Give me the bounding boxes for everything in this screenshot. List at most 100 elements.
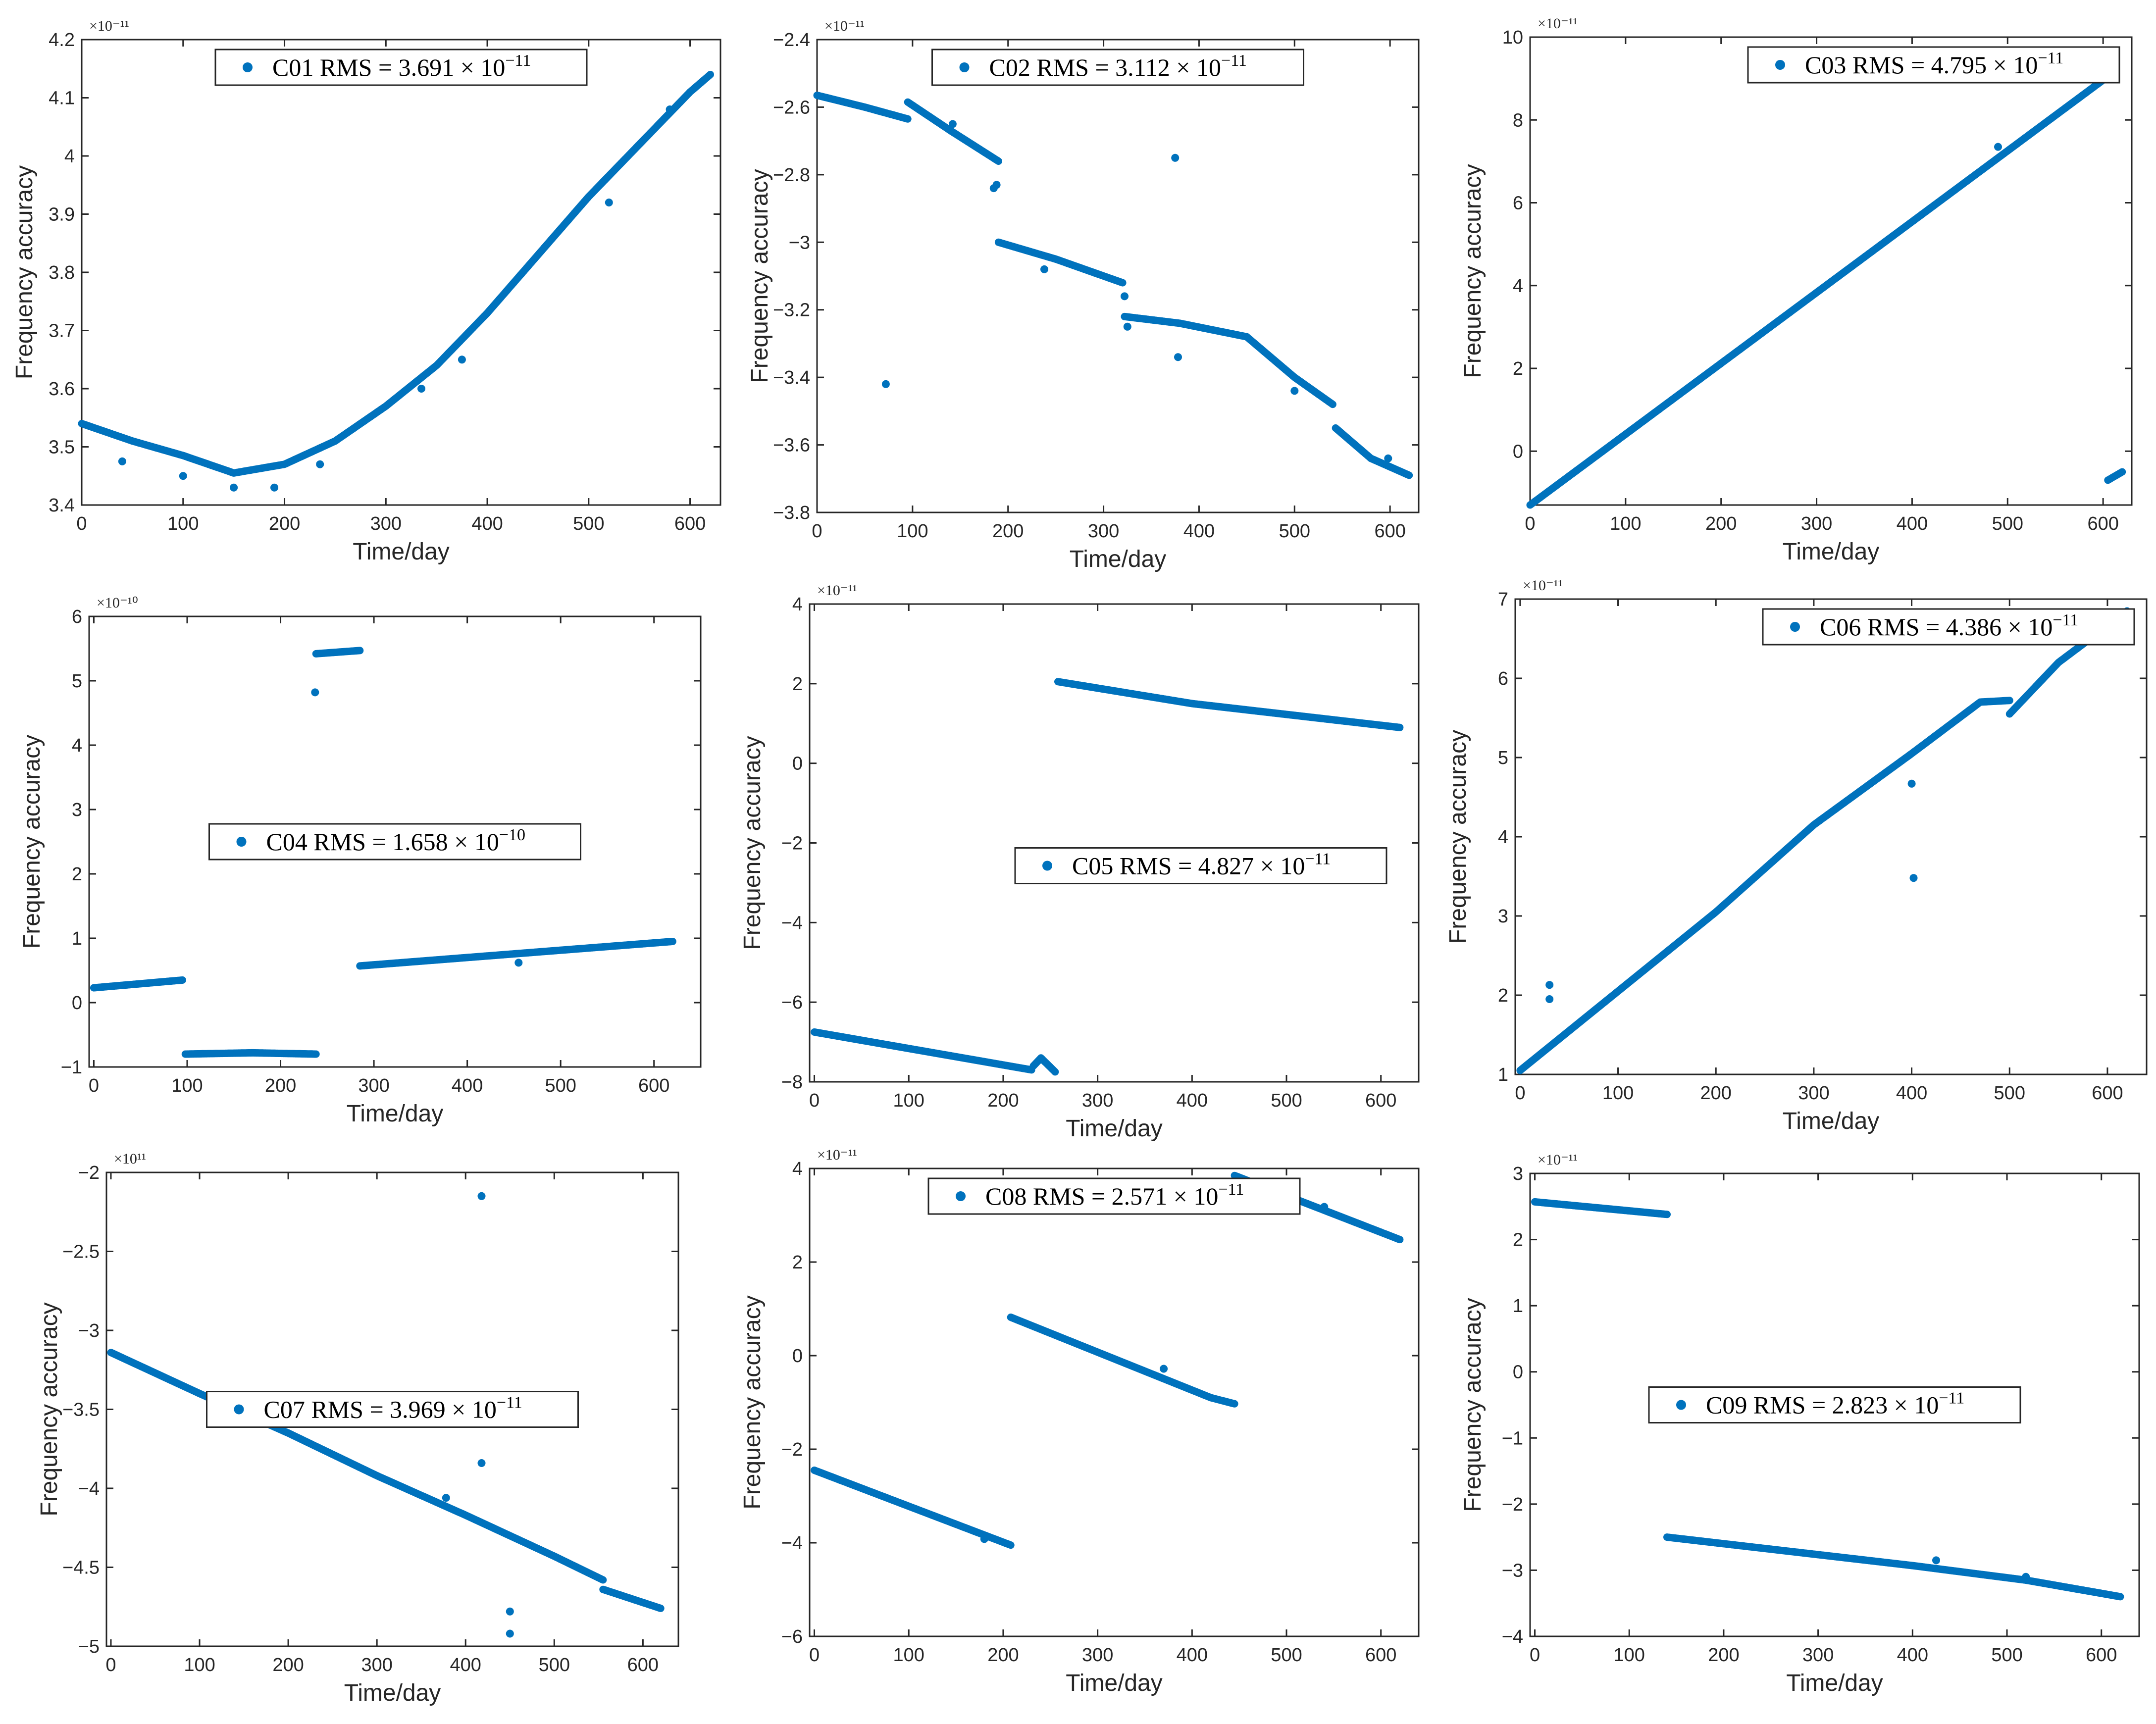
x-tick-label: 600	[2092, 1083, 2123, 1104]
x-tick-label: 100	[171, 1075, 203, 1096]
y-tick-label: 4	[64, 146, 75, 167]
data-point-outlier	[316, 460, 324, 468]
y-tick-label: 8	[1513, 110, 1523, 131]
x-tick-label: 300	[1801, 513, 1832, 534]
data-point-outlier	[1907, 779, 1916, 788]
y-tick-label: 3.9	[49, 204, 75, 225]
x-tick-label: 400	[1177, 1645, 1208, 1666]
axis-exponent: ×10⁻¹¹	[1523, 577, 1563, 594]
axis-exponent: ×10⁻¹¹	[89, 18, 129, 34]
y-tick-label: 6	[72, 607, 82, 627]
y-tick-label: 3.4	[49, 495, 75, 516]
data-point-outlier	[605, 199, 613, 206]
x-tick-label: 500	[1271, 1645, 1302, 1666]
y-tick-label: 0	[72, 993, 82, 1014]
x-tick-label: 600	[627, 1655, 659, 1675]
data-point-outlier	[230, 483, 238, 492]
axis-exponent: ×10⁻¹¹	[817, 582, 857, 599]
plot-area	[816, 39, 1420, 513]
x-tick-label: 0	[809, 1645, 820, 1666]
legend: C04 RMS = 1.658 × 10−10	[208, 823, 581, 861]
data-point-outlier	[992, 181, 1001, 189]
y-axis-label: Frequency accuracy	[747, 169, 773, 383]
x-tick-label: 0	[1515, 1083, 1525, 1104]
y-tick-label: −4.5	[62, 1558, 100, 1578]
y-tick-label: 5	[72, 671, 82, 692]
data-point-outlier	[1040, 265, 1048, 273]
x-tick-label: 100	[167, 513, 199, 534]
data-point-outlier	[1171, 153, 1180, 162]
y-tick-label: 1	[1498, 1065, 1508, 1085]
y-tick-label: −3.5	[62, 1400, 100, 1420]
legend-marker	[243, 62, 253, 72]
x-tick-label: 200	[987, 1090, 1019, 1111]
y-tick-label: 4	[792, 1159, 803, 1179]
legend: C03 RMS = 4.795 × 10−11	[1747, 46, 2120, 84]
y-tick-label: 5	[1498, 748, 1508, 768]
data-point-outlier	[477, 1192, 486, 1200]
data-point	[994, 157, 1002, 165]
x-tick-label: 500	[1279, 521, 1310, 542]
y-tick-label: −3	[78, 1320, 100, 1341]
y-tick-label: 6	[1513, 193, 1523, 214]
x-axis-label: Time/day	[1066, 1116, 1163, 1142]
y-tick-label: 4.2	[49, 30, 75, 51]
x-axis-label: Time/day	[1783, 539, 1880, 565]
x-tick-label: 300	[1082, 1090, 1113, 1111]
x-axis-label: Time/day	[353, 539, 450, 565]
x-tick-label: 0	[105, 1655, 116, 1675]
data-point	[1396, 723, 1404, 731]
y-tick-label: 3.8	[49, 262, 75, 283]
x-tick-label: 0	[89, 1075, 99, 1096]
data-point	[599, 1576, 607, 1584]
x-tick-label: 300	[358, 1075, 389, 1096]
x-tick-label: 100	[184, 1655, 215, 1675]
y-tick-label: −2.8	[773, 165, 810, 186]
chart-c02: 0 100 200 300 400 500 600−3.8−3.6−3.4−3.2−3−2.…	[747, 18, 1420, 572]
legend-label: C04 RMS = 1.658 × 10−10	[266, 826, 526, 856]
axis-exponent: ×10¹¹	[114, 1151, 146, 1167]
legend-label: C01 RMS = 3.691 × 10−11	[272, 51, 531, 81]
data-point	[2118, 468, 2126, 476]
legend-marker	[236, 837, 247, 847]
chart-c08: 0 100 200 300 400 500 600−6−4−2024×10⁻¹¹Time/d…	[739, 1147, 1420, 1696]
data-point-outlier	[311, 688, 319, 697]
y-tick-label: 3	[72, 800, 82, 820]
x-tick-label: 600	[674, 513, 706, 534]
x-tick-label: 100	[893, 1090, 924, 1111]
x-tick-label: 600	[638, 1075, 669, 1096]
x-axis-label: Time/day	[1783, 1108, 1880, 1134]
y-tick-label: 1	[72, 928, 82, 949]
axis-exponent: ×10⁻¹¹	[1538, 15, 1578, 32]
chart-c01: 0 100 200 300 400 500 6003.43.53.63.73.83.944.…	[11, 18, 721, 565]
x-axis-label: Time/day	[1066, 1670, 1163, 1696]
legend: C06 RMS = 4.386 × 10−11	[1762, 608, 2135, 646]
data-point	[904, 115, 912, 123]
data-point	[2005, 697, 2013, 705]
x-tick-label: 400	[1897, 513, 1928, 534]
y-tick-label: 4	[1513, 276, 1523, 297]
y-axis-label: Frequency accuracy	[739, 736, 766, 950]
data-point	[1051, 1068, 1059, 1076]
data-point-outlier	[948, 120, 957, 128]
y-tick-label: −1	[61, 1057, 82, 1078]
x-tick-label: 200	[265, 1075, 296, 1096]
y-tick-label: 4	[72, 735, 82, 756]
data-point-outlier	[179, 472, 187, 480]
y-tick-label: −3	[789, 232, 810, 253]
y-tick-label: −2	[781, 833, 803, 854]
legend-marker	[959, 62, 970, 72]
y-tick-label: 0	[1513, 441, 1523, 462]
x-tick-label: 300	[361, 1655, 392, 1675]
legend-exponent: −10	[499, 826, 525, 844]
x-tick-label: 200	[272, 1655, 304, 1675]
y-tick-label: 7	[1498, 589, 1508, 610]
data-point	[179, 976, 186, 984]
x-tick-label: 0	[809, 1090, 820, 1111]
y-tick-label: 3	[1498, 906, 1508, 927]
data-point-outlier	[417, 385, 425, 393]
legend-exponent: −11	[497, 1394, 522, 1412]
legend: C07 RMS = 3.969 × 10−11	[206, 1391, 579, 1428]
data-point	[1405, 471, 1413, 479]
